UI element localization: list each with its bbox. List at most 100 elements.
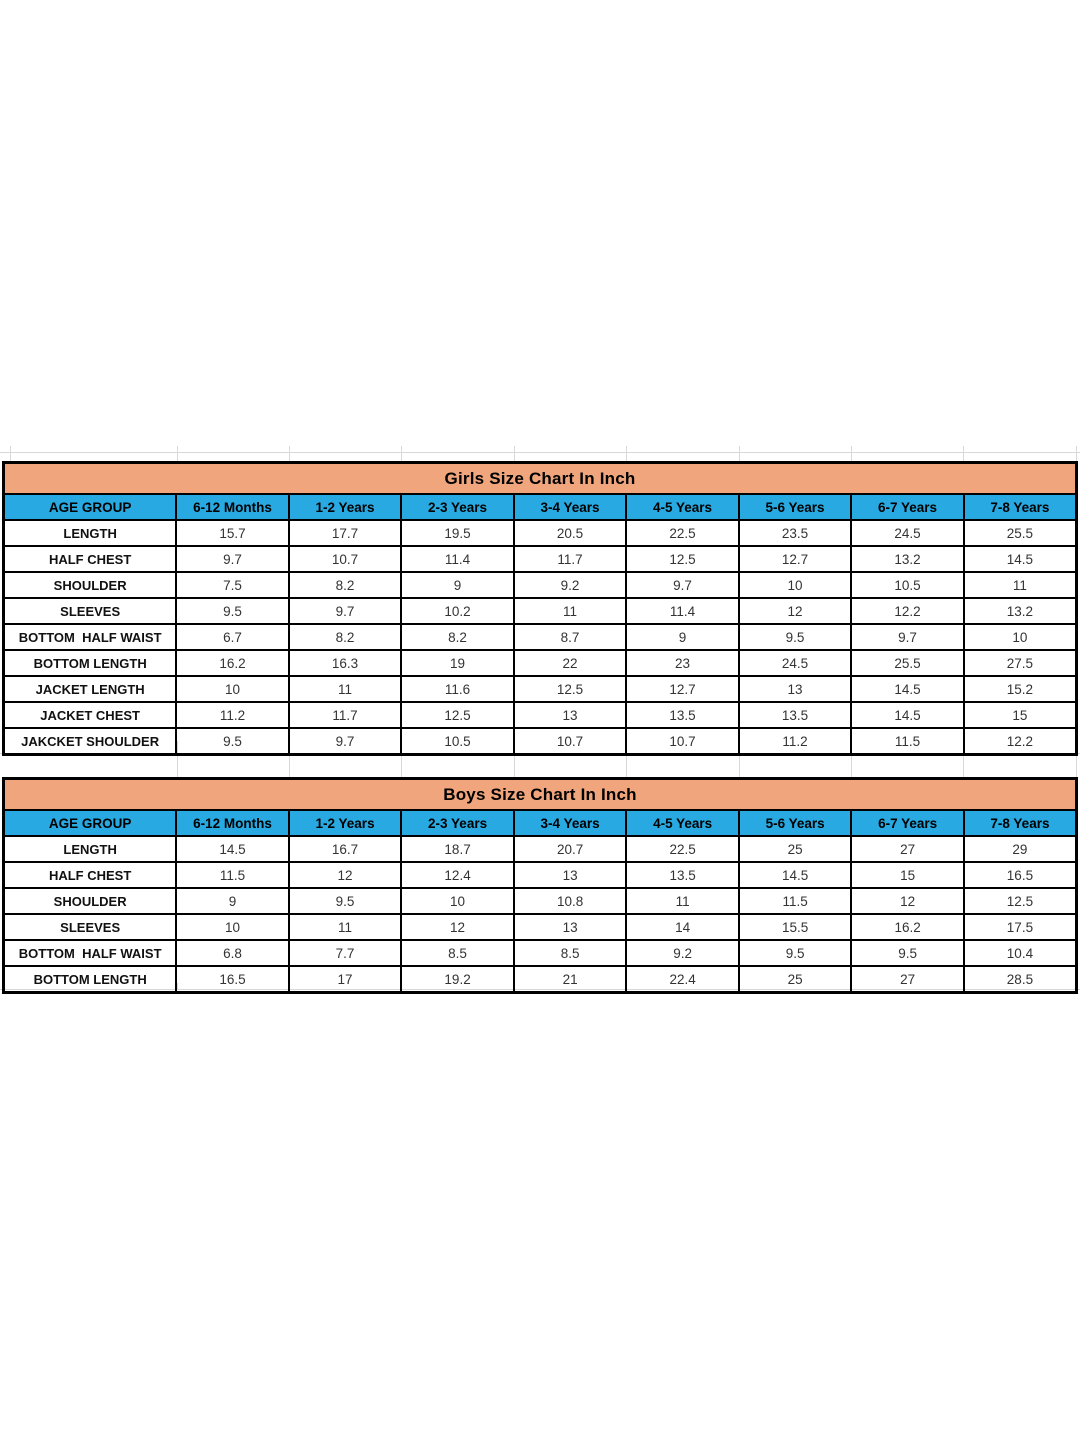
column-header: 6-7 Years (850, 809, 965, 837)
cell-value: 23.5 (737, 519, 853, 547)
cell-value: 12.2 (850, 597, 965, 625)
cell-value: 25 (737, 965, 853, 994)
cell-value: 10 (175, 913, 290, 941)
column-header: 4-5 Years (625, 809, 740, 837)
cell-value: 17 (287, 965, 403, 994)
column-header: 7-8 Years (962, 809, 1078, 837)
table-row: LENGTH 15.7 17.7 19.5 20.5 22.5 23.5 24.5 25.5 (2, 519, 1078, 547)
cell-value: 15 (850, 861, 965, 889)
column-header: 3-4 Years (512, 809, 628, 837)
table-row: JACKET CHEST 11.2 11.7 12.5 13 13.5 13.5 14.5 15 (2, 701, 1078, 729)
column-header: 1-2 Years (287, 809, 403, 837)
age-group-header: AGE GROUP (2, 493, 178, 521)
cell-value: 13 (512, 913, 628, 941)
table-title: Girls Size Chart In Inch (2, 461, 1078, 495)
gridline-vertical (1076, 446, 1077, 461)
gridline-vertical (626, 446, 627, 461)
gridline-vertical (851, 741, 852, 777)
table-row: BOTTOM HALF WAIST 6.7 8.2 8.2 8.7 9 9.5 9.7 10 (2, 623, 1078, 651)
column-header: 3-4 Years (512, 493, 628, 521)
cell-value: 9.7 (287, 727, 403, 756)
cell-value: 14.5 (962, 545, 1078, 573)
table-row: SLEEVES 10 11 12 13 14 15.5 16.2 17.5 (2, 913, 1078, 941)
cell-value: 17.7 (287, 519, 403, 547)
cell-value: 14.5 (850, 675, 965, 703)
boys-size-chart: Boys Size Chart In Inch AGE GROUP 6-12 Mon… (2, 777, 1078, 994)
cell-value: 9.2 (625, 939, 740, 967)
gridline-vertical (289, 741, 290, 777)
cell-value: 10 (175, 675, 290, 703)
cell-value: 17.5 (962, 913, 1078, 941)
cell-value: 10.5 (850, 571, 965, 599)
cell-value: 8.2 (287, 623, 403, 651)
cell-value: 13 (512, 701, 628, 729)
cell-value: 13 (737, 675, 853, 703)
row-label: JAKCKET SHOULDER (2, 727, 178, 756)
cell-value: 9.7 (625, 571, 740, 599)
table-row: LENGTH 14.5 16.7 18.7 20.7 22.5 25 27 29 (2, 835, 1078, 863)
cell-value: 9.5 (850, 939, 965, 967)
column-header: 5-6 Years (737, 493, 853, 521)
cell-value: 10.5 (400, 727, 515, 756)
cell-value: 21 (512, 965, 628, 994)
cell-value: 12.7 (625, 675, 740, 703)
cell-value: 25 (737, 835, 853, 863)
table-row: SLEEVES 9.5 9.7 10.2 11 11.4 12 12.2 13.2 (2, 597, 1078, 625)
cell-value: 23 (625, 649, 740, 677)
cell-value: 22.5 (625, 835, 740, 863)
cell-value: 9.5 (737, 939, 853, 967)
cell-value: 10.7 (512, 727, 628, 756)
gridline-vertical (1076, 741, 1077, 777)
row-label: LENGTH (2, 835, 178, 863)
cell-value: 7.5 (175, 571, 290, 599)
cell-value: 9.5 (737, 623, 853, 651)
row-label: SHOULDER (2, 887, 178, 915)
age-group-header: AGE GROUP (2, 809, 178, 837)
cell-value: 11.5 (737, 887, 853, 915)
cell-value: 29 (962, 835, 1078, 863)
cell-value: 15 (962, 701, 1078, 729)
gridline-vertical (514, 741, 515, 777)
table-row: JAKCKET SHOULDER 9.5 9.7 10.5 10.7 10.7 11.2 11… (2, 727, 1078, 756)
cell-value: 16.5 (175, 965, 290, 994)
cell-value: 15.5 (737, 913, 853, 941)
gridline-vertical (514, 446, 515, 461)
cell-value: 11.4 (625, 597, 740, 625)
cell-value: 16.7 (287, 835, 403, 863)
cell-value: 14.5 (737, 861, 853, 889)
gridline-vertical (851, 446, 852, 461)
cell-value: 24.5 (737, 649, 853, 677)
gridline-vertical (739, 741, 740, 777)
gridline-vertical (963, 446, 964, 461)
row-label: HALF CHEST (2, 861, 178, 889)
cell-value: 12.5 (512, 675, 628, 703)
cell-value: 13.5 (625, 701, 740, 729)
cell-value: 12 (850, 887, 965, 915)
column-header: 7-8 Years (962, 493, 1078, 521)
row-label: SLEEVES (2, 913, 178, 941)
cell-value: 9.7 (175, 545, 290, 573)
cell-value: 14.5 (175, 835, 290, 863)
cell-value: 15.7 (175, 519, 290, 547)
row-label: BOTTOM HALF WAIST (2, 939, 178, 967)
cell-value: 10.7 (287, 545, 403, 573)
gridline-vertical (177, 741, 178, 777)
cell-value: 8.7 (512, 623, 628, 651)
column-header: 2-3 Years (400, 809, 515, 837)
table-row: HALF CHEST 9.7 10.7 11.4 11.7 12.5 12.7 13.2 14.… (2, 545, 1078, 573)
cell-value: 12.5 (400, 701, 515, 729)
row-label: JACKET LENGTH (2, 675, 178, 703)
cell-value: 10.2 (400, 597, 515, 625)
cell-value: 20.7 (512, 835, 628, 863)
cell-value: 12 (400, 913, 515, 941)
row-label: JACKET CHEST (2, 701, 178, 729)
column-header: 1-2 Years (287, 493, 403, 521)
cell-value: 11.7 (287, 701, 403, 729)
table-row: BOTTOM LENGTH 16.2 16.3 19 22 23 24.5 25.5 27.5 (2, 649, 1078, 677)
cell-value: 16.5 (962, 861, 1078, 889)
cell-value: 16.3 (287, 649, 403, 677)
cell-value: 11 (512, 597, 628, 625)
gridline-vertical (401, 741, 402, 777)
cell-value: 22.5 (625, 519, 740, 547)
